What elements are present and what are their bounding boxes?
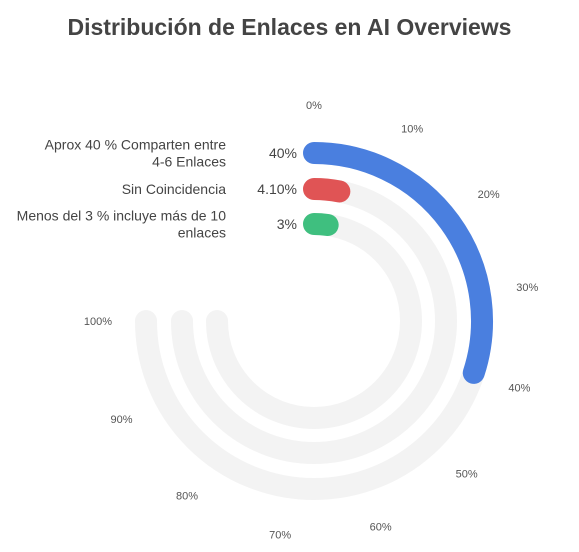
series-bar-1 bbox=[303, 142, 493, 384]
series-bar-2 bbox=[303, 178, 351, 203]
track-3 bbox=[206, 213, 422, 429]
tick-label-4: 40% bbox=[508, 383, 530, 395]
tick-label-9: 90% bbox=[110, 414, 132, 426]
series-bars bbox=[303, 142, 493, 384]
category-label-1-line-1: Aprox 40 % Comparten entre bbox=[45, 137, 227, 153]
category-label-3-line-2: enlaces bbox=[178, 225, 226, 241]
tick-label-5: 50% bbox=[456, 469, 478, 481]
tick-label-10: 100% bbox=[84, 316, 112, 328]
chart-title: Distribución de Enlaces en AI Overviews bbox=[67, 14, 512, 40]
tick-label-6: 60% bbox=[370, 521, 392, 533]
axis-tick-labels: 0% 10% 20% 30% 40% 50% 60% 70% 80% 90% 100% bbox=[84, 100, 539, 541]
value-label-3: 3% bbox=[277, 216, 297, 232]
category-label-3-line-1: Menos del 3 % incluye más de 10 bbox=[17, 208, 227, 224]
value-label-1: 40% bbox=[269, 145, 297, 161]
tick-label-8: 80% bbox=[176, 491, 198, 503]
tick-label-7: 70% bbox=[269, 529, 291, 541]
series-bar-3 bbox=[303, 213, 339, 236]
category-label-2-line-1: Sin Coincidencia bbox=[122, 181, 226, 197]
value-label-2: 4.10% bbox=[257, 181, 297, 197]
tick-label-3: 30% bbox=[516, 282, 538, 294]
tick-label-1: 10% bbox=[401, 124, 423, 136]
track-2 bbox=[171, 178, 457, 464]
tick-label-2: 20% bbox=[478, 189, 500, 201]
tick-label-0: 0% bbox=[306, 100, 322, 112]
category-label-1-line-2: 4-6 Enlaces bbox=[152, 154, 226, 170]
